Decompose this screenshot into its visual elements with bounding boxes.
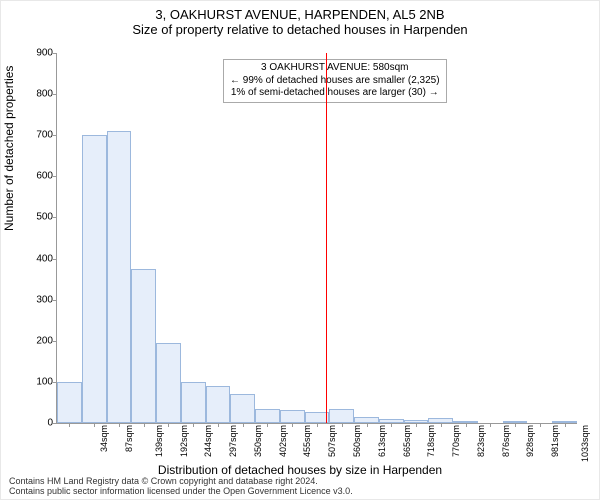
x-tick-mark [317,423,318,427]
histogram-bar [428,418,453,423]
title-address: 3, OAKHURST AVENUE, HARPENDEN, AL5 2NB [1,7,599,22]
histogram-bar [230,394,255,423]
x-tick-mark [94,423,95,427]
x-tick-label: 981sqm [550,425,560,457]
annotation-line1: 3 OAKHURST AVENUE: 580sqm [230,62,440,75]
histogram-bar [57,382,82,423]
x-tick-mark [292,423,293,427]
histogram-bar [453,421,478,423]
histogram-bar [552,421,577,423]
histogram-bar [280,410,305,423]
reference-line [326,53,327,423]
x-tick-label: 350sqm [253,425,263,457]
x-tick-mark [565,423,566,427]
footer-attribution: Contains HM Land Registry data © Crown c… [9,477,353,497]
histogram-bar [503,421,528,423]
histogram-bar [82,135,107,423]
histogram-bar [107,131,132,423]
x-tick-mark [218,423,219,427]
x-tick-mark [391,423,392,427]
x-tick-label: 560sqm [352,425,362,457]
y-tick-mark [53,217,57,218]
y-tick-mark [53,135,57,136]
title-subtitle: Size of property relative to detached ho… [1,22,599,37]
histogram-bar [156,343,181,423]
histogram-bar [329,409,354,423]
x-tick-mark [267,423,268,427]
x-tick-mark [416,423,417,427]
y-tick-mark [53,53,57,54]
y-tick-mark [53,176,57,177]
x-tick-label: 87sqm [124,425,134,452]
x-tick-mark [490,423,491,427]
x-tick-label: 876sqm [501,425,511,457]
x-tick-mark [466,423,467,427]
histogram-bar [255,409,280,423]
title-block: 3, OAKHURST AVENUE, HARPENDEN, AL5 2NB S… [1,1,599,37]
y-tick-mark [53,341,57,342]
x-tick-label: 455sqm [303,425,313,457]
x-tick-label: 507sqm [327,425,337,457]
histogram-bar [354,417,379,423]
y-tick-mark [53,259,57,260]
x-tick-mark [144,423,145,427]
x-tick-label: 613sqm [377,425,387,457]
histogram-bar [404,420,429,423]
x-tick-mark [69,423,70,427]
x-axis-label: Distribution of detached houses by size … [1,463,599,477]
x-tick-label: 139sqm [154,425,164,457]
x-tick-mark [342,423,343,427]
x-tick-label: 718sqm [426,425,436,457]
x-tick-label: 1033sqm [580,425,590,462]
annotation-box: 3 OAKHURST AVENUE: 580sqm ← 99% of detac… [223,59,447,103]
histogram-bar [131,269,156,423]
x-tick-label: 823sqm [476,425,486,457]
chart-container: 3, OAKHURST AVENUE, HARPENDEN, AL5 2NB S… [0,0,600,500]
plot-area: 3 OAKHURST AVENUE: 580sqm ← 99% of detac… [56,53,577,424]
x-tick-label: 192sqm [179,425,189,457]
annotation-line2: ← 99% of detached houses are smaller (2,… [230,75,440,88]
x-tick-mark [441,423,442,427]
x-tick-label: 244sqm [203,425,213,457]
x-tick-label: 34sqm [99,425,109,452]
x-tick-mark [243,423,244,427]
y-tick-mark [53,94,57,95]
x-tick-mark [168,423,169,427]
annotation-line3: 1% of semi-detached houses are larger (3… [230,87,440,100]
histogram-bar [181,382,206,423]
x-tick-mark [515,423,516,427]
y-axis-label: Number of detached properties [2,66,16,231]
x-tick-mark [367,423,368,427]
footer-line2: Contains public sector information licen… [9,487,353,497]
x-tick-mark [540,423,541,427]
histogram-bar [206,386,231,423]
x-tick-label: 297sqm [228,425,238,457]
histogram-bar [379,419,404,423]
y-tick-mark [53,300,57,301]
y-tick-mark [53,423,57,424]
x-tick-mark [119,423,120,427]
x-tick-label: 770sqm [451,425,461,457]
x-tick-label: 928sqm [525,425,535,457]
x-tick-mark [193,423,194,427]
x-tick-label: 402sqm [278,425,288,457]
x-tick-label: 665sqm [402,425,412,457]
